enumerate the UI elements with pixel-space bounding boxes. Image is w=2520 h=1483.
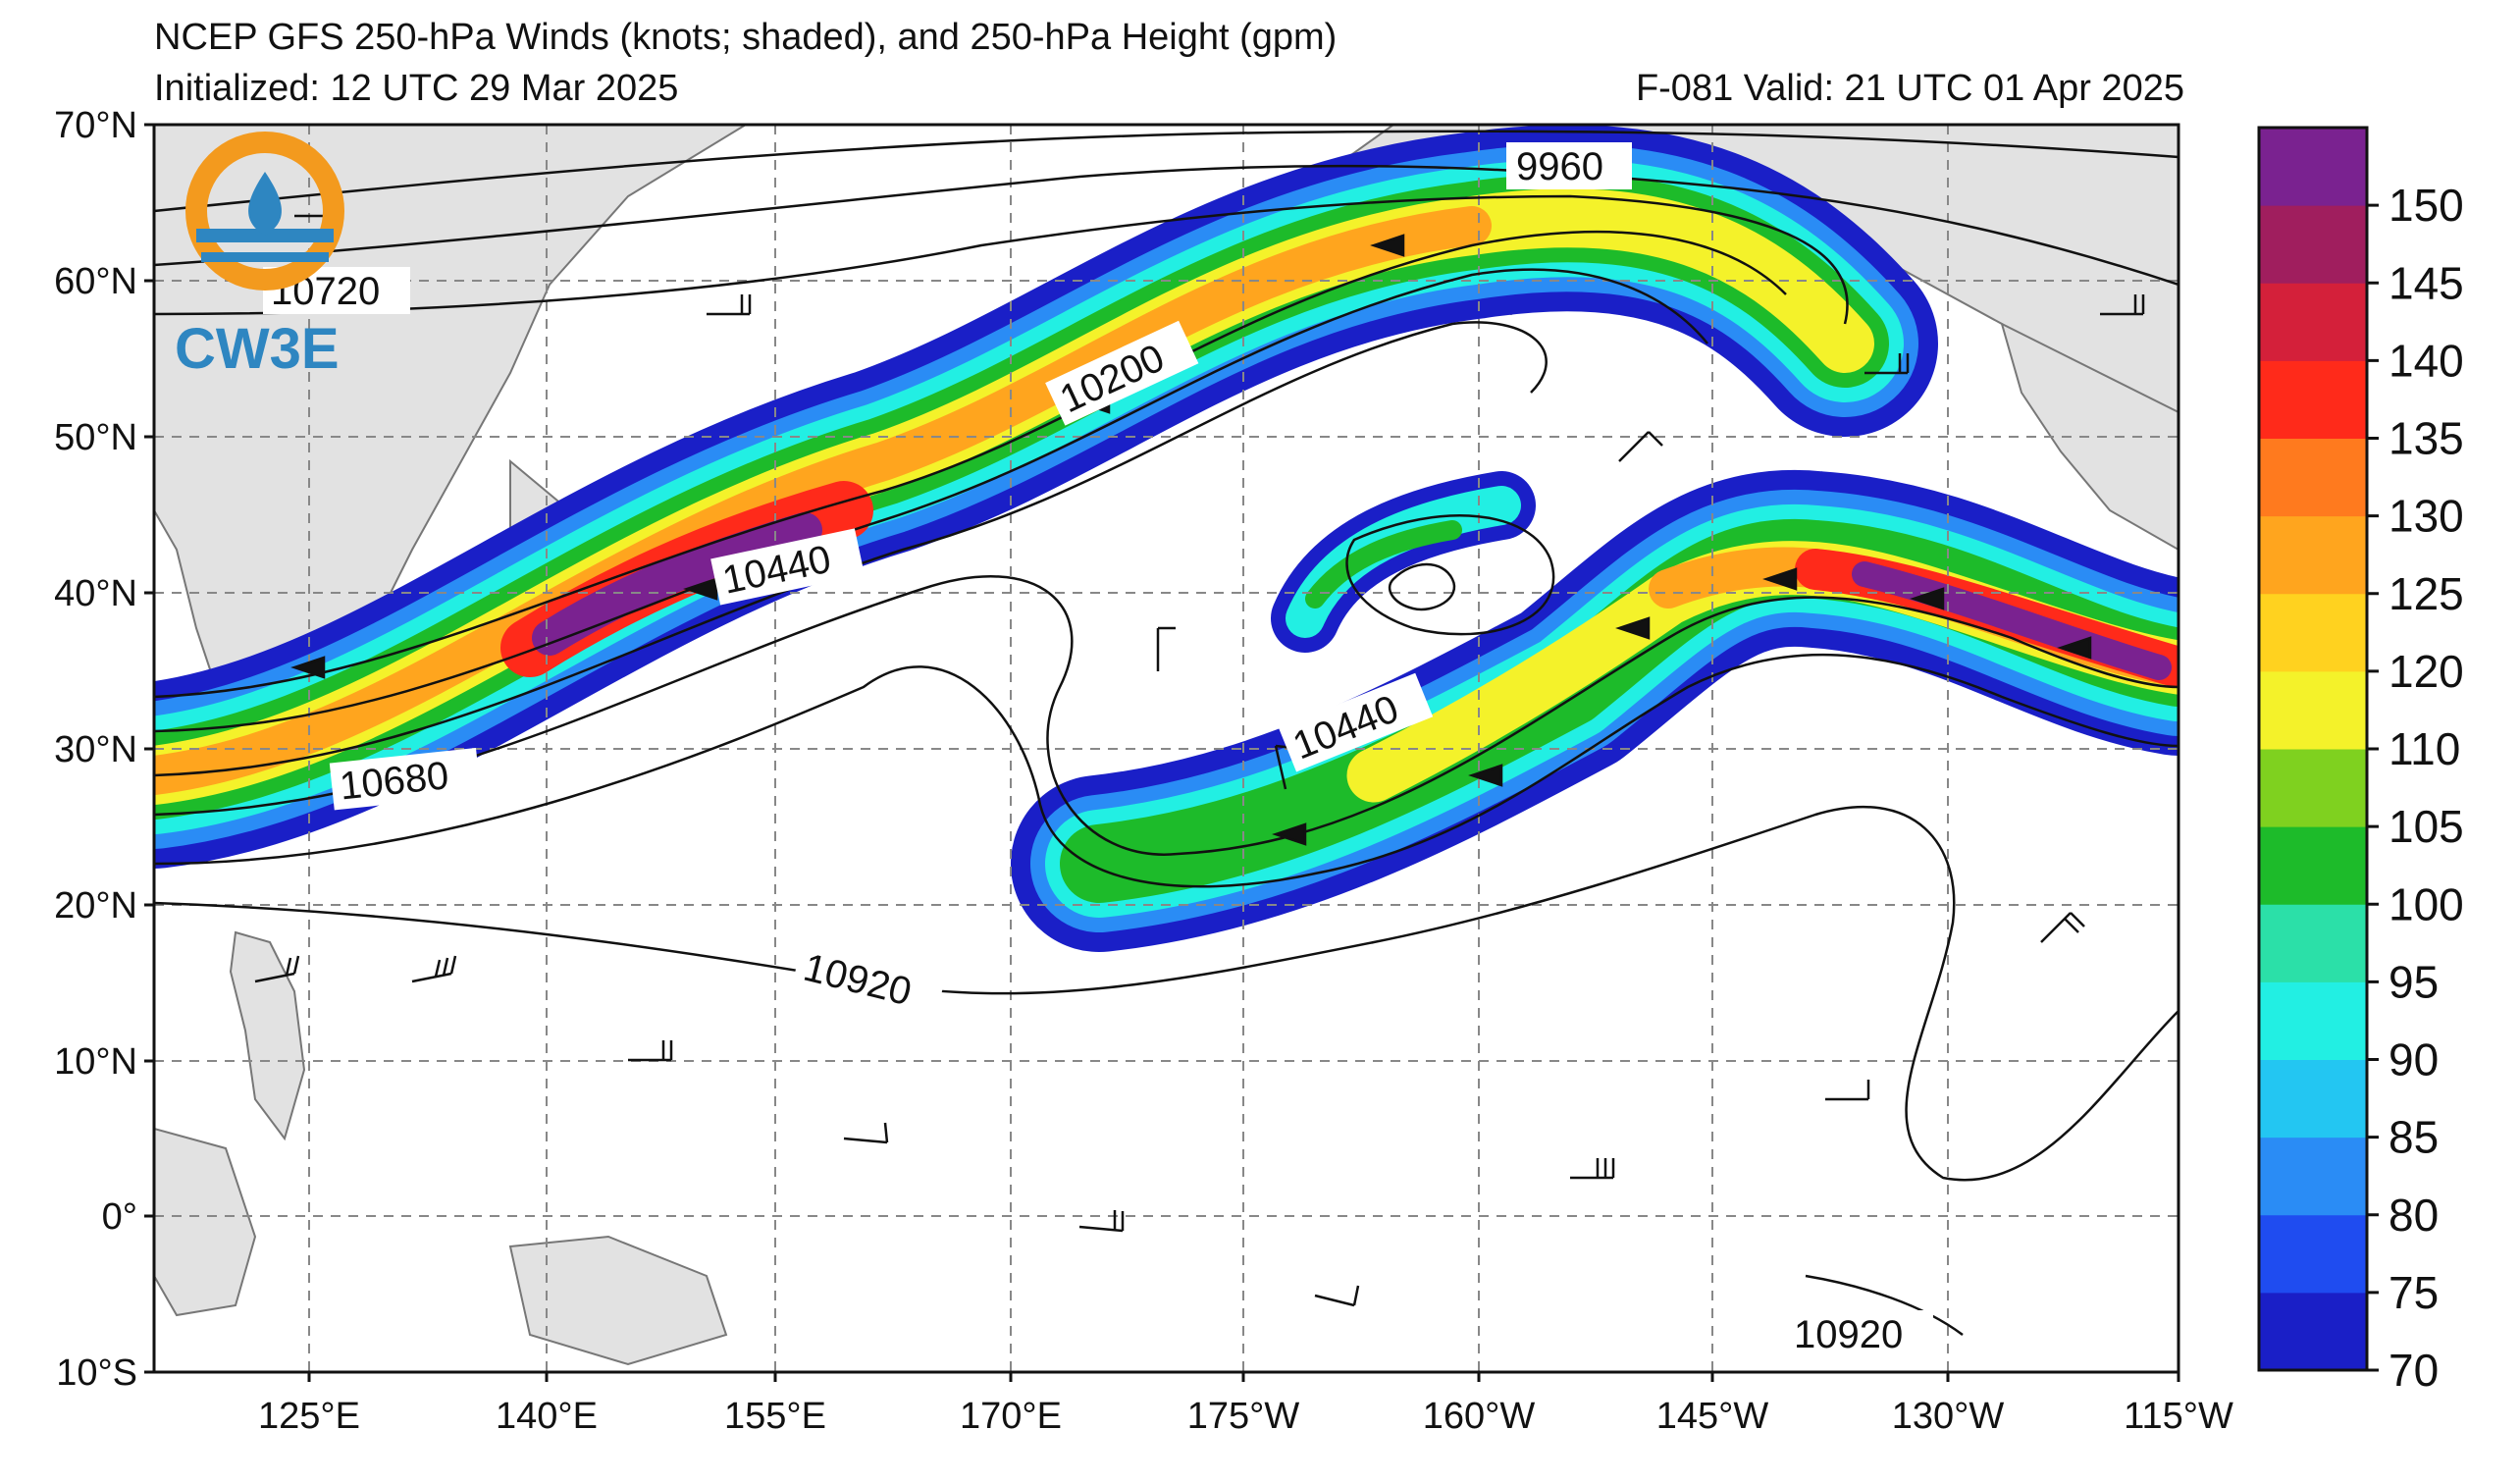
colorbar-swatch <box>2259 826 2367 905</box>
lon-label: 115°W <box>2124 1396 2233 1437</box>
colorbar-swatch <box>2259 749 2367 827</box>
lon-label: 125°E <box>258 1396 360 1437</box>
new-guinea-land <box>508 1235 728 1366</box>
lat-label: 70°N <box>54 105 137 146</box>
colorbar-tick-label: 80 <box>2389 1190 2439 1241</box>
lon-label: 140°E <box>496 1396 598 1437</box>
colorbar: 70 75 80 85 90 95 100 105 110 120 125 130 135 140 145 1… <box>2257 126 2464 1396</box>
contour-label-10920-south: 10920 <box>1786 1310 1933 1357</box>
jet-stream-east <box>1011 469 2179 952</box>
jet-stream-small <box>1271 471 1536 653</box>
colorbar-swatch <box>2259 1137 2367 1216</box>
philippines-land <box>229 930 306 1141</box>
lat-label: 10°S <box>56 1352 137 1394</box>
colorbar-tick-label: 140 <box>2389 335 2464 386</box>
borneo-land <box>154 1127 257 1317</box>
lon-label: 155°E <box>724 1396 826 1437</box>
lon-label: 145°W <box>1656 1396 1769 1437</box>
colorbar-tick-label: 135 <box>2389 413 2464 464</box>
colorbar-swatch <box>2259 438 2367 517</box>
lon-label: 175°W <box>1187 1396 1300 1437</box>
colorbar-swatch <box>2259 1214 2367 1294</box>
svg-text:9960: 9960 <box>1516 145 1603 188</box>
colorbar-tick-label: 145 <box>2389 257 2464 308</box>
colorbar-tick-label: 130 <box>2389 491 2464 542</box>
colorbar-swatch <box>2259 360 2367 439</box>
colorbar-swatch <box>2259 593 2367 672</box>
colorbar-swatch <box>2259 515 2367 595</box>
lat-label: 30°N <box>54 729 137 770</box>
wind-barbs <box>254 196 2145 1307</box>
colorbar-tick-label: 110 <box>2389 723 2460 774</box>
north-america-land <box>2000 322 2179 552</box>
latitude-labels: 70°N 60°N 50°N 40°N 30°N 20°N 10°N 0° 10… <box>54 105 137 1394</box>
colorbar-tick-label: 105 <box>2389 801 2464 852</box>
chart-title: NCEP GFS 250-hPa Winds (knots; shaded), … <box>154 17 1338 58</box>
colorbar-swatch <box>2259 283 2367 361</box>
colorbar-tick-label: 100 <box>2389 878 2464 929</box>
valid-time: F-081 Valid: 21 UTC 01 Apr 2025 <box>1635 68 2184 109</box>
lon-label: 170°E <box>960 1396 1062 1437</box>
height-contours <box>154 130 2179 1337</box>
map-plot-area: 9960 10720 10200 10440 10440 10680 10920 <box>154 125 2179 1372</box>
svg-text:10920: 10920 <box>1794 1313 1903 1356</box>
lat-label: 40°N <box>54 573 137 614</box>
lat-label: 60°N <box>54 261 137 302</box>
svg-text:CW3E: CW3E <box>175 317 340 381</box>
cw3e-logo: CW3E <box>175 132 344 381</box>
lon-label: 130°W <box>1892 1396 2005 1437</box>
colorbar-swatch <box>2259 670 2367 750</box>
colorbar-swatch <box>2259 1059 2367 1139</box>
colorbar-tick-label: 75 <box>2389 1267 2439 1318</box>
lat-label: 50°N <box>54 417 137 458</box>
lat-label: 10°N <box>54 1041 137 1083</box>
colorbar-swatch <box>2259 128 2367 206</box>
colorbar-swatch <box>2259 205 2367 284</box>
longitude-labels: 125°E 140°E 155°E 170°E 175°W 160°W 145°… <box>258 1396 2233 1437</box>
colorbar-tick-label: 150 <box>2389 180 2464 231</box>
colorbar-tick-label: 95 <box>2389 956 2439 1007</box>
axis-ticks <box>144 123 2180 1382</box>
colorbar-tick-label: 70 <box>2389 1345 2439 1396</box>
colorbar-tick-label: 120 <box>2389 646 2464 697</box>
lat-label: 0° <box>102 1196 137 1238</box>
colorbar-swatch <box>2259 981 2367 1060</box>
colorbar-swatch <box>2259 1292 2367 1371</box>
contour-label-9960: 9960 <box>1506 142 1632 189</box>
contour-label-10680: 10680 <box>329 747 481 811</box>
colorbar-tick-label: 85 <box>2389 1112 2439 1163</box>
lat-label: 20°N <box>54 885 137 927</box>
initialized-time: Initialized: 12 UTC 29 Mar 2025 <box>154 68 679 109</box>
colorbar-tick-label: 125 <box>2389 568 2464 619</box>
colorbar-swatch <box>2259 904 2367 982</box>
colorbar-tick-label: 90 <box>2389 1034 2439 1086</box>
lon-label: 160°W <box>1423 1396 1536 1437</box>
